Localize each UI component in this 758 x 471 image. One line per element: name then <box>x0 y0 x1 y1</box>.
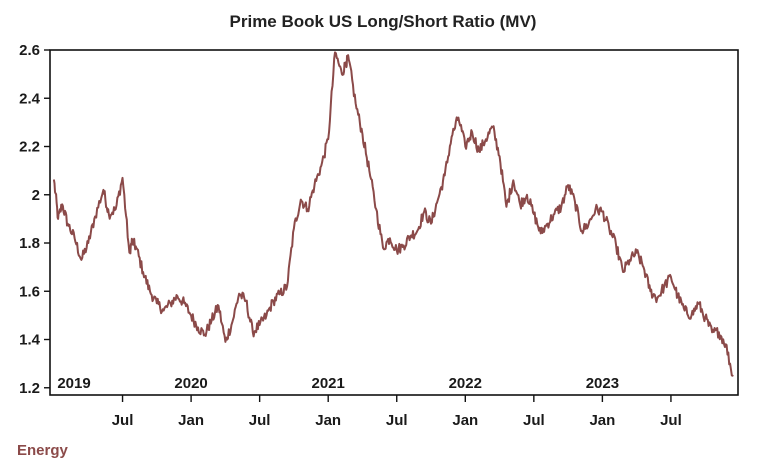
year-label: 2022 <box>449 375 482 392</box>
x-tick-label: Jul <box>249 412 271 429</box>
x-tick-label: Jan <box>178 412 204 429</box>
year-label: 2019 <box>57 375 90 392</box>
chart-title: Prime Book US Long/Short Ratio (MV) <box>230 12 537 31</box>
x-tick-label: Jan <box>589 412 615 429</box>
y-tick-label: 2.4 <box>19 90 41 107</box>
x-tick-label: Jan <box>315 412 341 429</box>
year-label: 2021 <box>312 375 345 392</box>
y-tick-label: 2.6 <box>19 42 40 59</box>
y-axis: 1.2 1.4 1.6 1.8 2 2.2 2.4 2.6 <box>19 42 50 397</box>
x-tick-label: Jul <box>112 412 134 429</box>
year-label: 2020 <box>174 375 207 392</box>
year-labels: 2019 2020 2021 2022 2023 <box>57 375 619 392</box>
y-tick-label: 1.4 <box>19 332 41 349</box>
year-label: 2023 <box>586 375 619 392</box>
y-tick-label: 1.6 <box>19 283 40 300</box>
footer-label: Energy <box>17 442 69 459</box>
plot-area <box>49 49 739 396</box>
plot-frame <box>49 49 739 396</box>
y-tick-label: 1.2 <box>19 380 40 397</box>
x-tick-label: Jan <box>452 412 478 429</box>
series-line <box>53 51 734 377</box>
x-axis: Jul Jan Jul Jan Jul Jan Jul Jan Jul <box>112 395 682 429</box>
x-tick-label: Jul <box>386 412 408 429</box>
y-tick-label: 2.2 <box>19 139 40 156</box>
y-tick-label: 1.8 <box>19 235 40 252</box>
x-tick-label: Jul <box>660 412 682 429</box>
y-tick-label: 2 <box>32 187 40 204</box>
x-tick-label: Jul <box>523 412 545 429</box>
